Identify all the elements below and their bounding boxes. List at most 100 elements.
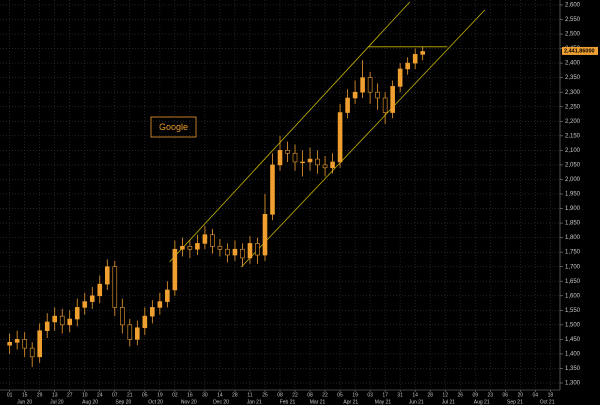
candle-body bbox=[187, 246, 193, 250]
x-tick-label: 31 bbox=[397, 392, 403, 398]
candle-body bbox=[127, 324, 133, 340]
candle-body bbox=[59, 315, 65, 326]
candle-body bbox=[29, 347, 35, 358]
month-label: Aug 20 bbox=[82, 399, 98, 405]
candle-body bbox=[300, 161, 305, 164]
month-label: Jul 20 bbox=[50, 399, 64, 405]
candle-body bbox=[330, 161, 335, 169]
candle-body bbox=[232, 248, 238, 256]
y-tick-label: 2,400 bbox=[565, 61, 581, 67]
candle-body bbox=[262, 214, 268, 256]
x-tick-label: 01 bbox=[7, 392, 13, 398]
candle-body bbox=[277, 150, 283, 166]
candle-body bbox=[322, 164, 328, 169]
x-tick-label: 24 bbox=[97, 392, 103, 398]
y-tick-label: 1,600 bbox=[565, 293, 581, 299]
candle-body bbox=[172, 248, 178, 291]
candle-body bbox=[405, 62, 410, 70]
candle-body bbox=[202, 234, 208, 244]
y-tick-label: 2,500 bbox=[565, 32, 581, 38]
x-tick-label: 30 bbox=[202, 392, 208, 398]
y-tick-label: 1,950 bbox=[565, 192, 581, 198]
candle-body bbox=[74, 307, 80, 320]
month-label: Jun 20 bbox=[17, 399, 32, 405]
y-tick-label: 1,800 bbox=[565, 235, 581, 241]
y-tick-label: 2,000 bbox=[565, 177, 581, 183]
annotation: Google bbox=[159, 122, 188, 132]
x-tick-label: 08 bbox=[307, 392, 313, 398]
x-tick-label: 15 bbox=[22, 392, 28, 398]
y-tick-label: 1,850 bbox=[565, 221, 581, 227]
candle-body bbox=[52, 315, 58, 323]
month-label: Mar 21 bbox=[310, 399, 326, 405]
candle-body bbox=[382, 97, 388, 113]
month-label: Feb 21 bbox=[280, 399, 296, 405]
y-tick-label: 2,350 bbox=[565, 75, 581, 81]
candle-body bbox=[225, 248, 230, 256]
x-tick-label: 27 bbox=[67, 392, 73, 398]
y-tick-label: 1,400 bbox=[565, 352, 581, 358]
x-tick-label: 16 bbox=[187, 392, 193, 398]
month-label: Sep 20 bbox=[115, 399, 131, 405]
month-label: Jul 21 bbox=[442, 399, 456, 405]
candle-body bbox=[14, 339, 20, 343]
x-tick-label: 07 bbox=[112, 392, 118, 398]
x-tick-label: 18 bbox=[548, 392, 554, 398]
candle-body bbox=[67, 318, 73, 326]
candle-body bbox=[247, 243, 253, 259]
y-tick-label: 2,100 bbox=[565, 148, 581, 154]
x-tick-label: 02 bbox=[172, 392, 178, 398]
month-label: Jan 21 bbox=[247, 399, 262, 405]
candle-body bbox=[180, 246, 185, 250]
y-tick-label: 2,250 bbox=[565, 104, 581, 110]
x-tick-label: 17 bbox=[382, 392, 388, 398]
trendline bbox=[169, 1, 411, 263]
x-tick-label: 28 bbox=[232, 392, 238, 398]
month-label: Dec 20 bbox=[213, 399, 229, 405]
x-tick-label: 25 bbox=[262, 392, 268, 398]
candle-body bbox=[82, 301, 88, 308]
x-tick-label: 03 bbox=[367, 392, 373, 398]
candle-body bbox=[142, 315, 148, 329]
y-tick-label: 2,300 bbox=[565, 90, 581, 96]
x-tick-label: 22 bbox=[292, 392, 298, 398]
candle-body bbox=[195, 243, 200, 250]
last-price-label: 2,441.86000 bbox=[564, 48, 595, 54]
y-tick-label: 1,650 bbox=[565, 279, 581, 285]
x-tick-label: 13 bbox=[52, 392, 58, 398]
candle-body bbox=[135, 327, 140, 340]
candle-body bbox=[165, 289, 170, 302]
x-tick-label: 12 bbox=[442, 392, 448, 398]
y-tick-label: 2,600 bbox=[565, 3, 581, 9]
x-tick-label: 04 bbox=[533, 392, 539, 398]
candle-body bbox=[44, 321, 50, 331]
candle-body bbox=[352, 91, 358, 99]
candle-body bbox=[255, 243, 260, 256]
x-tick-label: 19 bbox=[157, 392, 163, 398]
x-tick-label: 14 bbox=[217, 392, 223, 398]
y-tick-label: 1,500 bbox=[565, 322, 581, 328]
y-tick-label: 1,900 bbox=[565, 206, 581, 212]
x-tick-label: 23 bbox=[487, 392, 493, 398]
candle-body bbox=[315, 158, 320, 166]
y-tick-label: 1,450 bbox=[565, 337, 581, 343]
x-tick-label: 19 bbox=[352, 392, 358, 398]
candle-body bbox=[104, 266, 110, 285]
y-tick-label: 1,350 bbox=[565, 366, 581, 372]
y-tick-label: 1,700 bbox=[565, 264, 581, 270]
y-tick-label: 2,050 bbox=[565, 162, 581, 168]
candle-body bbox=[345, 97, 350, 113]
annotation-box bbox=[150, 116, 197, 138]
x-tick-label: 05 bbox=[337, 392, 343, 398]
x-tick-label: 29 bbox=[37, 392, 43, 398]
candle-body bbox=[150, 307, 155, 317]
month-label: Jun 21 bbox=[409, 399, 424, 405]
candle-body bbox=[420, 51, 425, 55]
candle-body bbox=[89, 295, 95, 302]
x-tick-label: 11 bbox=[247, 392, 252, 398]
month-label: Sep 21 bbox=[507, 399, 523, 405]
x-tick-label: 14 bbox=[412, 392, 418, 398]
candle-body bbox=[119, 307, 125, 326]
